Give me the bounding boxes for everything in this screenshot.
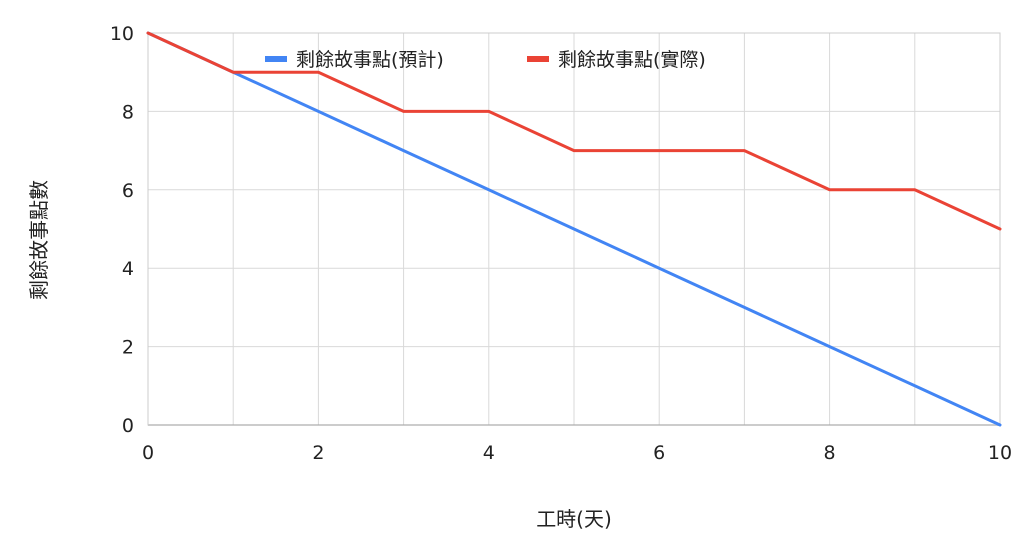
y-tick-label: 0	[122, 415, 134, 437]
x-tick-label: 0	[142, 442, 154, 464]
x-tick-label: 4	[483, 442, 495, 464]
legend-swatch	[265, 56, 287, 62]
x-tick-label: 8	[824, 442, 836, 464]
x-axis-tick-labels: 0 2 4 6 8 10	[142, 442, 1012, 464]
legend-label: 剩餘故事點(實際)	[558, 49, 706, 71]
y-tick-label: 10	[110, 23, 134, 45]
x-tick-label: 2	[312, 442, 324, 464]
legend-swatch	[527, 56, 549, 62]
y-tick-label: 4	[122, 258, 134, 280]
legend-item: 剩餘故事點(預計)	[265, 49, 444, 71]
series-lines	[146, 31, 1002, 427]
legend-label: 剩餘故事點(預計)	[296, 49, 444, 71]
y-axis-title: 剩餘故事點數	[27, 180, 51, 300]
legend-item: 剩餘故事點(實際)	[527, 49, 706, 71]
x-tick-label: 10	[988, 442, 1012, 464]
legend: 剩餘故事點(預計) 剩餘故事點(實際)	[265, 49, 706, 71]
x-tick-label: 6	[653, 442, 665, 464]
y-tick-label: 2	[122, 337, 134, 359]
series-line-actual	[146, 31, 1002, 231]
y-axis-tick-labels: 0 2 4 6 8 10	[110, 23, 134, 437]
series-line-planned	[146, 31, 1002, 427]
x-axis-title: 工時(天)	[536, 507, 612, 531]
y-tick-label: 6	[122, 180, 134, 202]
y-tick-label: 8	[122, 101, 134, 123]
